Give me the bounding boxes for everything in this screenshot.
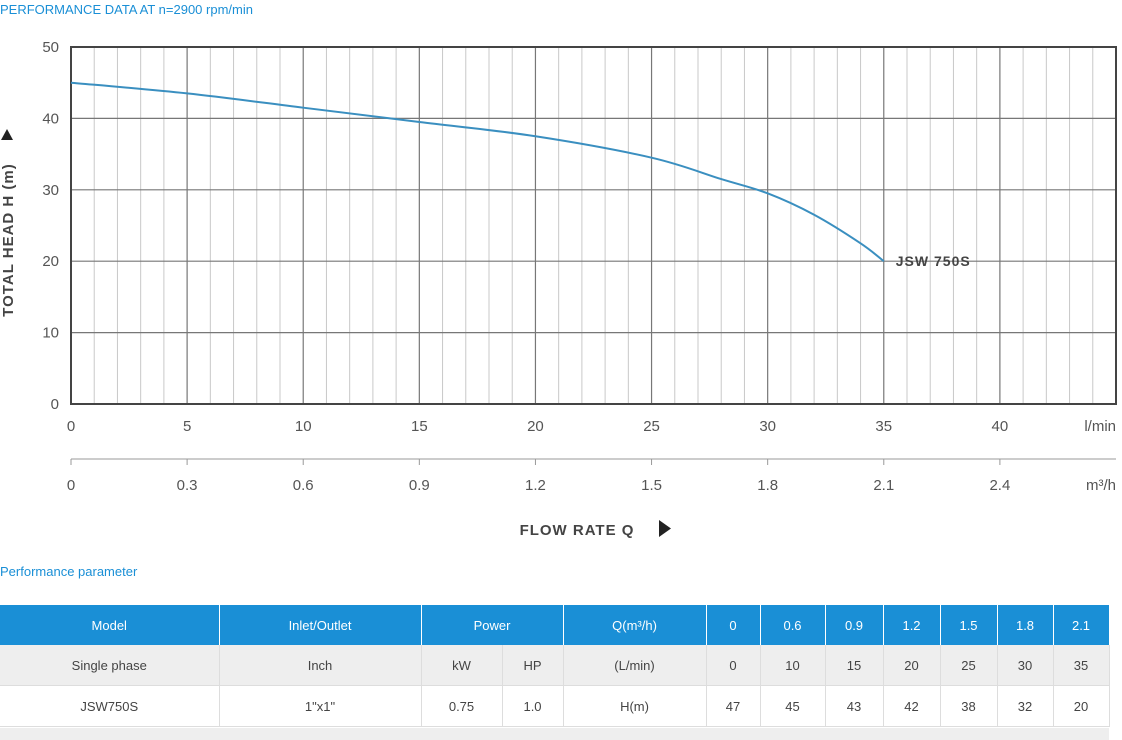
table-row: Single phase Inch kW HP (L/min) 0 10 15 … bbox=[0, 645, 1110, 686]
table-cell: 32 bbox=[997, 685, 1054, 727]
x-tick-labels-lmin: 0 5 10 15 20 25 30 35 40 l/min bbox=[67, 418, 1116, 435]
x-tick-label-m3h: 0.9 bbox=[409, 477, 430, 494]
chart-title: PERFORMANCE DATA AT n=2900 rpm/min bbox=[0, 2, 253, 17]
y-tick-label: 10 bbox=[42, 325, 59, 342]
table-cell: 43 bbox=[825, 685, 884, 727]
table-cell: 25 bbox=[940, 645, 998, 686]
table-cell: H(m) bbox=[563, 685, 707, 727]
x-tick-label-lmin: 35 bbox=[875, 418, 892, 435]
x-tick-label-lmin: 0 bbox=[67, 418, 75, 435]
x-tick-label-lmin: 25 bbox=[643, 418, 660, 435]
x-tick-label-m3h: 0.6 bbox=[293, 477, 314, 494]
y-tick-label: 30 bbox=[42, 182, 59, 199]
table-header-cell: 2.1 bbox=[1053, 605, 1110, 645]
table-header-cell: 1.2 bbox=[883, 605, 941, 645]
x-tick-label-m3h: 1.5 bbox=[641, 477, 662, 494]
table-cell: 1.0 bbox=[502, 685, 564, 727]
y-tick-labels: 0 10 20 30 40 50 bbox=[42, 39, 59, 413]
table-cell: HP bbox=[502, 645, 564, 686]
x-tick-label-lmin: 20 bbox=[527, 418, 544, 435]
x-axis-arrow-icon bbox=[659, 520, 671, 537]
table-cell: 20 bbox=[883, 645, 941, 686]
y-tick-label: 50 bbox=[42, 39, 59, 56]
y-axis-title: TOTAL HEAD H (m) bbox=[0, 163, 17, 317]
x-tick-label-m3h: 2.1 bbox=[873, 477, 894, 494]
table-cell: 1"x1" bbox=[219, 685, 422, 727]
table-cell: kW bbox=[421, 645, 503, 686]
y-axis-arrow-icon bbox=[1, 129, 13, 140]
x-unit-label-m3h: m³/h bbox=[1086, 477, 1116, 494]
y-tick-label: 40 bbox=[42, 110, 59, 127]
table-cell: JSW750S bbox=[0, 685, 220, 727]
series-line-jsw750s bbox=[70, 81, 885, 262]
table-cell: 35 bbox=[1053, 645, 1110, 686]
section-title-performance-parameter: Performance parameter bbox=[0, 564, 138, 579]
table-cell: Inch bbox=[219, 645, 422, 686]
table-header-row: Model Inlet/Outlet Power Q(m³/h) 0 0.6 0… bbox=[0, 605, 1110, 645]
table-cell: 38 bbox=[940, 685, 998, 727]
table-header-cell: 0.9 bbox=[825, 605, 884, 645]
x-tick-label-lmin: 5 bbox=[183, 418, 191, 435]
table-cell: 47 bbox=[706, 685, 761, 727]
x-tick-label-lmin: 15 bbox=[411, 418, 428, 435]
x-tick-label-m3h: 1.2 bbox=[525, 477, 546, 494]
table-cell: 0.75 bbox=[421, 685, 503, 727]
table-row: JSW750S 1"x1" 0.75 1.0 H(m) 47 45 43 42 … bbox=[0, 685, 1110, 727]
table-header-cell: Power bbox=[421, 605, 564, 645]
y-tick-label: 0 bbox=[51, 396, 59, 413]
x-tick-label-m3h: 2.4 bbox=[989, 477, 1010, 494]
table-cell: 42 bbox=[883, 685, 941, 727]
table-cell: 10 bbox=[760, 645, 826, 686]
table-header-cell: 1.5 bbox=[940, 605, 998, 645]
x-tick-label-m3h: 1.8 bbox=[757, 477, 778, 494]
table-header-cell: Model bbox=[0, 605, 220, 645]
series-label-jsw750s: JSW 750S bbox=[896, 253, 971, 269]
x-tick-label-m3h: 0.3 bbox=[177, 477, 198, 494]
performance-chart: 0 10 20 30 40 50 0 5 10 15 20 25 30 35 40 l/min 0 0.3 0.… bbox=[0, 39, 1117, 539]
x-tick-label-m3h: 0 bbox=[67, 477, 75, 494]
table-footer-band bbox=[0, 728, 1109, 740]
secondary-x-axis-tick-marks bbox=[70, 459, 1001, 465]
x-axis-title: FLOW RATE Q bbox=[520, 522, 635, 539]
y-tick-label: 20 bbox=[42, 253, 59, 270]
table-header-cell: 0.6 bbox=[760, 605, 826, 645]
table-header-cell: Inlet/Outlet bbox=[219, 605, 422, 645]
x-tick-labels-m3h: 0 0.3 0.6 0.9 1.2 1.5 1.8 2.1 2.4 m³/h bbox=[67, 477, 1116, 494]
table-header-cell: 0 bbox=[706, 605, 761, 645]
table-cell: 45 bbox=[760, 685, 826, 727]
table-header-cell: Q(m³/h) bbox=[563, 605, 707, 645]
table-cell: 15 bbox=[825, 645, 884, 686]
table-cell: 20 bbox=[1053, 685, 1110, 727]
table-header-cell: 1.8 bbox=[997, 605, 1054, 645]
x-tick-label-lmin: 30 bbox=[759, 418, 776, 435]
chart-grid bbox=[71, 47, 1116, 404]
performance-parameter-table: Model Inlet/Outlet Power Q(m³/h) 0 0.6 0… bbox=[0, 605, 1110, 727]
x-unit-label-lmin: l/min bbox=[1084, 418, 1116, 435]
table-cell: Single phase bbox=[0, 645, 220, 686]
x-tick-label-lmin: 40 bbox=[992, 418, 1009, 435]
table-cell: (L/min) bbox=[563, 645, 707, 686]
plot-frame bbox=[70, 46, 1117, 405]
x-tick-label-lmin: 10 bbox=[295, 418, 312, 435]
table-cell: 0 bbox=[706, 645, 761, 686]
table-cell: 30 bbox=[997, 645, 1054, 686]
